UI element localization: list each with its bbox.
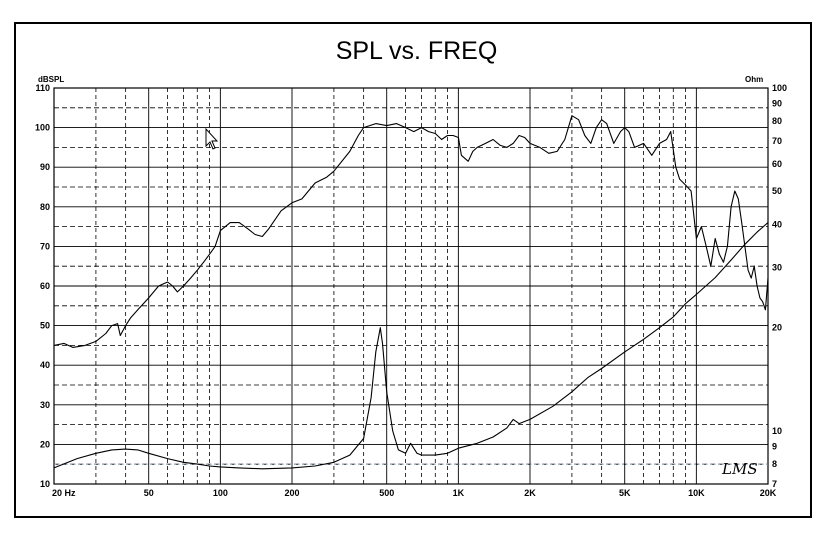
right-axis-unit: Ohm [745, 75, 763, 84]
y-tick-label: 60 [40, 281, 50, 291]
spl-curve [53, 115, 769, 348]
y-tick-label: 110 [35, 83, 50, 93]
x-tick-label: 200 [284, 488, 299, 498]
y-tick-label: 30 [40, 400, 50, 410]
chart-title: SPL vs. FREQ [335, 37, 498, 65]
y-tick-label: 70 [40, 241, 50, 251]
lms-watermark: LMS [721, 460, 758, 478]
y2-tick-label: 90 [772, 99, 782, 109]
y2-tick-label: 100 [772, 83, 787, 93]
x-tick-label: 500 [379, 488, 394, 498]
y-tick-label: 100 [35, 123, 50, 133]
y-tick-label: 20 [40, 439, 50, 449]
y2-tick-label: 80 [772, 116, 782, 126]
impedance-curve [53, 222, 769, 470]
x-tick-label: 1K [453, 488, 465, 498]
y2-tick-label: 30 [772, 262, 782, 272]
y2-tick-label: 10 [772, 426, 782, 436]
x-tick-label: 20 Hz [52, 488, 76, 498]
y2-tick-label: 8 [772, 459, 777, 469]
axis-labels: 20 Hz 50 100 200 500 1K 2K 5K 10K 20K 10 20 30 40 50 60… [35, 83, 787, 498]
x-tick-label: 5K [619, 488, 631, 498]
y2-tick-label: 40 [772, 219, 782, 229]
x-tick-label: 100 [213, 488, 228, 498]
x-tick-label: 50 [144, 488, 154, 498]
y2-tick-label: 20 [772, 323, 782, 333]
y-tick-label: 50 [40, 321, 50, 331]
y2-tick-label: 9 [772, 442, 777, 452]
y-tick-label: 80 [40, 202, 50, 212]
y2-tick-label: 7 [772, 479, 777, 489]
y2-tick-label: 60 [772, 159, 782, 169]
grid [53, 87, 769, 485]
y-tick-label: 40 [40, 360, 50, 370]
curves [53, 115, 769, 470]
x-tick-label: 20K [760, 488, 777, 498]
y-tick-label: 10 [40, 479, 50, 489]
left-axis-unit: dBSPL [38, 75, 64, 84]
mouse-cursor-icon [205, 127, 219, 150]
x-tick-label: 2K [524, 488, 536, 498]
y-tick-label: 90 [40, 162, 50, 172]
y2-tick-label: 50 [772, 186, 782, 196]
y2-tick-label: 70 [772, 136, 782, 146]
x-tick-label: 10K [688, 488, 705, 498]
chart-frame [14, 22, 812, 518]
